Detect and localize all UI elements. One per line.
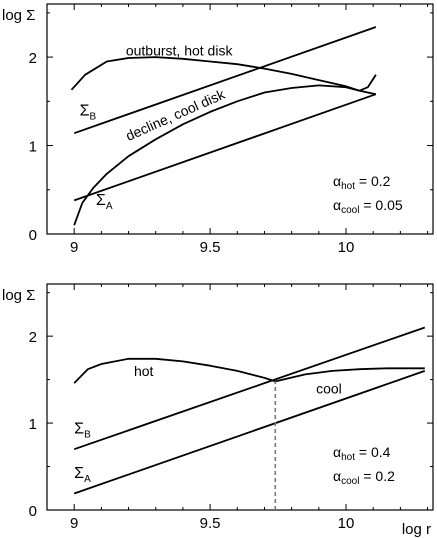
alpha-symbol: α: [333, 197, 341, 213]
sigma-symbol: Σ: [74, 465, 84, 482]
bottom-xtick-label: 9.5: [200, 515, 221, 532]
bottom-xtick-label: 9: [70, 515, 78, 532]
top-ytick-label: 0: [29, 227, 37, 244]
bottom-xlabel: log r: [402, 521, 431, 538]
alpha-subscript: hot: [341, 452, 355, 463]
top-series-b: [73, 26, 377, 135]
top-xtick-label: 9.5: [200, 239, 221, 256]
sigma-symbol: Σ: [96, 192, 106, 209]
top-param-label: αcool = 0.05: [333, 197, 403, 216]
alpha-value: = 0.4: [355, 444, 391, 460]
sigma-subscript: B: [90, 111, 97, 122]
bottom-annotation: ΣB: [74, 421, 91, 441]
alpha-subscript: cool: [341, 205, 359, 216]
top-panel: 9 9.5 10 0 1 2 log Σ outburst, hot disk decline,…: [2, 3, 434, 256]
sigma-subscript: A: [84, 474, 91, 485]
sigma-subscript: B: [84, 430, 91, 441]
bottom-plot-frame: [46, 283, 434, 511]
bottom-annotation: cool: [316, 381, 342, 397]
top-ylabel: log Σ: [2, 7, 35, 24]
top-param-label: αhot = 0.2: [333, 173, 391, 192]
bottom-ytick-label: 2: [29, 329, 37, 346]
bottom-series-b: [73, 326, 426, 451]
top-plot-frame: [46, 3, 434, 235]
sigma-symbol: Σ: [80, 102, 90, 119]
top-annotation: ΣB: [80, 102, 97, 122]
top-annotation: decline, cool disk: [123, 85, 228, 143]
top-annotation: ΣA: [96, 192, 113, 212]
bottom-ytick-label: 0: [29, 503, 37, 520]
bottom-ylabel: log Σ: [2, 287, 35, 304]
bottom-xtick-label: 10: [338, 515, 355, 532]
top-xtick-label: 10: [338, 239, 355, 256]
top-annotation: outburst, hot disk: [126, 42, 234, 58]
alpha-symbol: α: [333, 468, 341, 484]
alpha-symbol: α: [333, 173, 341, 189]
bottom-annotation: hot: [134, 363, 154, 379]
bottom-series-hot: [73, 357, 276, 384]
alpha-subscript: hot: [341, 181, 355, 192]
sigma-symbol: Σ: [74, 421, 84, 438]
sigma-subscript: A: [106, 201, 113, 212]
bottom-series-a: [73, 370, 426, 495]
bottom-param-label: αcool = 0.2: [333, 468, 395, 487]
bottom-param-label: αhot = 0.4: [333, 444, 391, 463]
top-series-decline-cool-disk: [73, 84, 377, 226]
top-ytick-label: 1: [29, 139, 37, 156]
alpha-symbol: α: [333, 444, 341, 460]
bottom-ytick-label: 1: [29, 416, 37, 433]
alpha-value: = 0.2: [355, 173, 391, 189]
top-xtick-label: 9: [70, 239, 78, 256]
bottom-annotation: ΣA: [74, 465, 91, 485]
top-series-a: [73, 93, 377, 202]
top-ytick-label: 2: [29, 50, 37, 67]
bottom-series-cool: [275, 367, 425, 383]
alpha-value: = 0.2: [359, 468, 395, 484]
alpha-subscript: cool: [341, 476, 359, 487]
alpha-value: = 0.05: [359, 197, 402, 213]
